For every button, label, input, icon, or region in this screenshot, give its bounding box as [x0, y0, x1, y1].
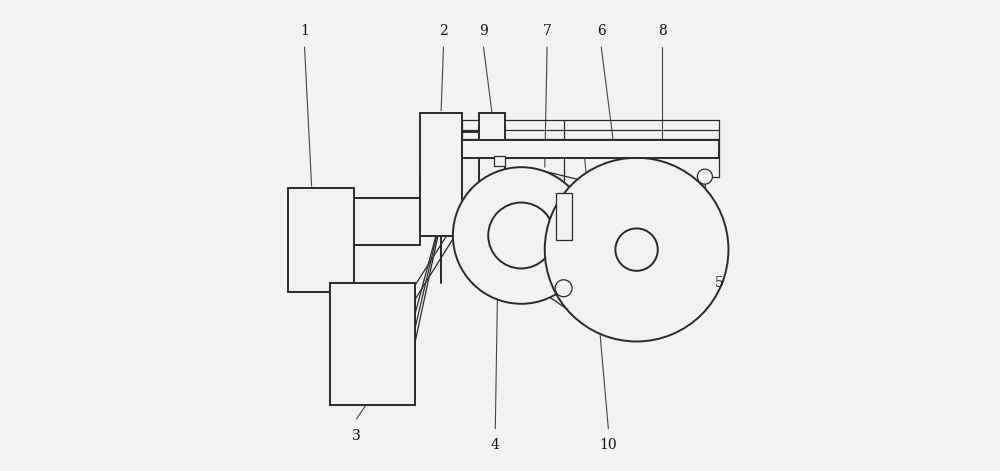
- Text: 6: 6: [597, 24, 606, 38]
- Text: 4: 4: [491, 438, 500, 452]
- Bar: [462, 140, 719, 158]
- Text: 1: 1: [300, 24, 309, 38]
- Bar: [330, 283, 415, 405]
- Circle shape: [545, 158, 728, 341]
- Bar: [494, 156, 505, 166]
- Text: 3: 3: [352, 429, 361, 443]
- Bar: [420, 113, 462, 236]
- Text: 8: 8: [658, 24, 667, 38]
- Circle shape: [453, 167, 589, 304]
- Text: 2: 2: [439, 24, 448, 38]
- Circle shape: [697, 169, 712, 184]
- Text: 9: 9: [479, 24, 488, 38]
- Circle shape: [555, 280, 572, 297]
- Bar: [288, 188, 354, 292]
- Circle shape: [488, 203, 554, 268]
- Bar: [556, 193, 572, 240]
- Bar: [479, 113, 505, 226]
- Text: 5: 5: [715, 276, 723, 290]
- Text: 10: 10: [600, 438, 617, 452]
- Circle shape: [615, 228, 658, 271]
- Text: 7: 7: [543, 24, 552, 38]
